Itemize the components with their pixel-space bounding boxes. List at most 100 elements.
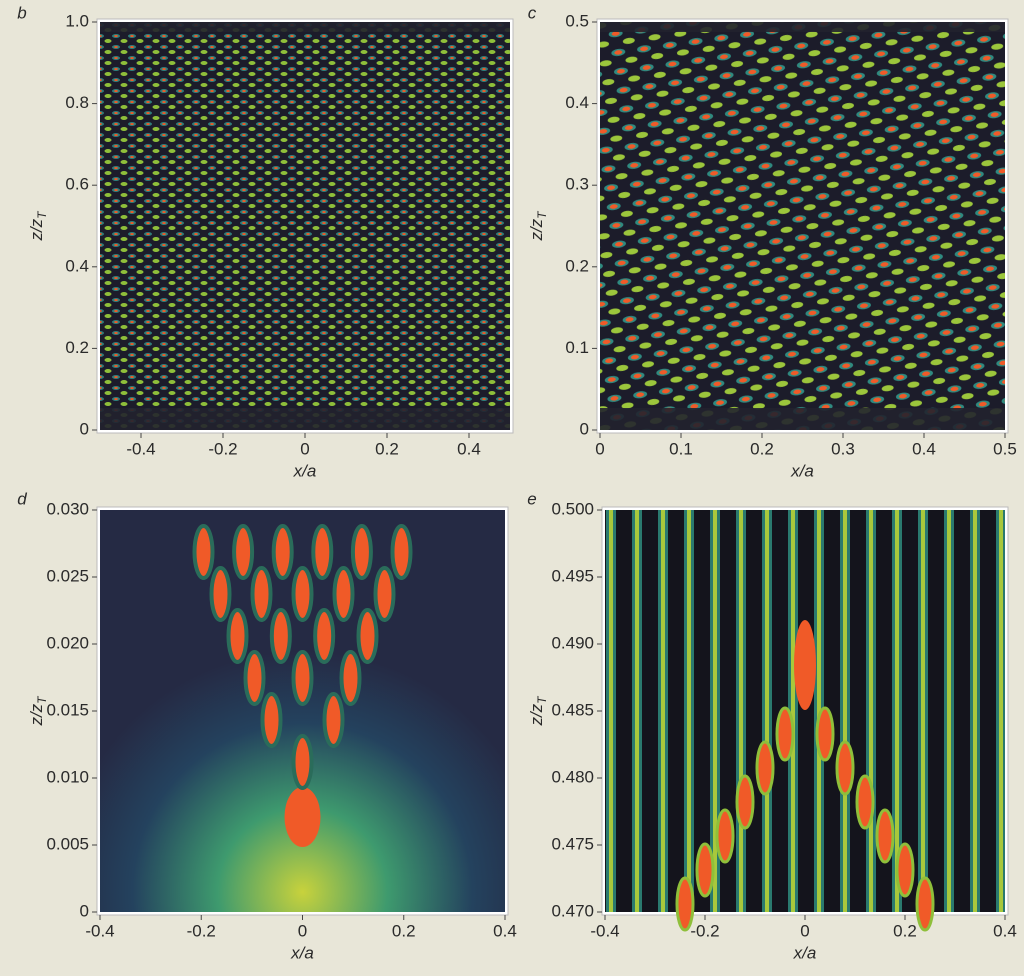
y-tick-label: 0 (80, 901, 89, 920)
heatmap-band (600, 22, 1005, 32)
heatmap-blob (675, 876, 695, 932)
y-tick-label: 0.4 (65, 256, 89, 275)
y-tick-label: 0.500 (551, 499, 594, 518)
heatmap-blob (755, 740, 775, 796)
heatmap-blob (835, 740, 855, 796)
x-tick-label: 0 (298, 921, 307, 940)
panel-label: e (527, 489, 536, 508)
x-tick-label: 0.4 (493, 921, 517, 940)
heatmap-blob (735, 774, 755, 830)
heatmap-blob (356, 608, 379, 664)
y-axis-label: z/zT (27, 210, 49, 242)
x-tick-label: -0.2 (690, 921, 719, 940)
y-axis-label-main: z/z (27, 218, 46, 241)
x-tick-label: 0 (595, 439, 604, 458)
y-tick-label: 0.2 (565, 256, 589, 275)
heatmap-blob (284, 787, 321, 847)
y-tick-label: 0.4 (565, 93, 589, 112)
heatmap-blob (269, 608, 292, 664)
x-tick-label: 0.2 (375, 439, 399, 458)
heatmap-blob (209, 566, 232, 622)
heatmap (100, 22, 510, 430)
heatmap-blob (695, 842, 715, 898)
x-tick-label: 0.2 (392, 921, 416, 940)
heatmap-blob (291, 566, 314, 622)
y-tick-label: 0.475 (551, 834, 594, 853)
y-tick-label: 0.005 (46, 834, 89, 853)
heatmap-blob (192, 524, 215, 580)
y-tick-label: 0.470 (551, 901, 594, 920)
heatmap-blob (226, 608, 249, 664)
x-tick-label: 0 (800, 921, 809, 940)
y-tick-label: 0.3 (565, 175, 589, 194)
x-tick-label: 0.4 (457, 439, 481, 458)
x-tick-label: -0.2 (187, 921, 216, 940)
panel-label: b (17, 3, 26, 22)
y-tick-label: 1.0 (65, 11, 89, 30)
x-tick-label: 0.4 (993, 921, 1017, 940)
y-axis-label-subscript: T (535, 210, 549, 219)
y-tick-label: 0.2 (65, 338, 89, 357)
y-tick-label: 0.030 (46, 499, 89, 518)
heatmap-blob (332, 566, 355, 622)
x-tick-label: -0.2 (208, 439, 237, 458)
heatmap (600, 22, 1005, 430)
heatmap-blob (775, 706, 795, 762)
y-tick-label: 0 (580, 419, 589, 438)
heatmap-blob (271, 524, 294, 580)
x-tick-label: 0.4 (912, 439, 936, 458)
heatmap-blob (291, 734, 314, 790)
heatmap-blob (243, 650, 266, 706)
heatmap-blob (350, 524, 373, 580)
y-axis-label-subscript: T (535, 695, 549, 704)
y-tick-label: 0.010 (46, 767, 89, 786)
y-tick-label: 0.5 (565, 11, 589, 30)
x-tick-label: 0 (300, 439, 309, 458)
y-tick-label: 0 (80, 419, 89, 438)
heatmap-blob (232, 524, 255, 580)
heatmap-band (600, 408, 1005, 430)
y-tick-label: 0.025 (46, 566, 89, 585)
y-tick-label: 0.495 (551, 566, 594, 585)
x-tick-label: -0.4 (590, 921, 619, 940)
heatmap-blob (794, 620, 816, 710)
y-axis-label-main: z/z (27, 703, 46, 726)
panel-label: d (17, 489, 27, 508)
y-axis-label: z/zT (527, 695, 549, 727)
x-axis-label: x/a (793, 943, 817, 962)
x-tick-label: 0.3 (831, 439, 855, 458)
y-tick-label: 0.015 (46, 700, 89, 719)
heatmap-blob (313, 608, 336, 664)
x-tick-label: 0.2 (750, 439, 774, 458)
y-tick-label: 0.490 (551, 633, 594, 652)
heatmap-blob (855, 774, 875, 830)
heatmap-blob (815, 706, 835, 762)
heatmap-blob (895, 842, 915, 898)
heatmap-blob (322, 692, 345, 748)
x-tick-label: -0.4 (126, 439, 155, 458)
x-axis-label: x/a (290, 943, 314, 962)
heatmap-blob (291, 650, 314, 706)
y-axis-label: z/zT (527, 210, 549, 242)
panel-label: c (528, 3, 537, 22)
y-tick-label: 0.1 (565, 338, 589, 357)
heatmap-blob (250, 566, 273, 622)
y-tick-label: 0.485 (551, 700, 594, 719)
x-tick-label: 0.1 (669, 439, 693, 458)
y-tick-label: 0.020 (46, 633, 89, 652)
y-axis-label-main: z/z (527, 218, 546, 241)
y-tick-label: 0.480 (551, 767, 594, 786)
x-tick-label: 0.5 (993, 439, 1017, 458)
y-axis-label-main: z/z (527, 703, 546, 726)
x-tick-label: 0.2 (893, 921, 917, 940)
heatmap-blob (339, 650, 362, 706)
heatmap-band (100, 408, 510, 430)
heatmap-blob (373, 566, 396, 622)
heatmap (605, 510, 1005, 912)
heatmap-blob (875, 808, 895, 864)
y-axis-label: z/zT (27, 695, 49, 727)
heatmap-blob (915, 876, 935, 932)
heatmap-blob (260, 692, 283, 748)
